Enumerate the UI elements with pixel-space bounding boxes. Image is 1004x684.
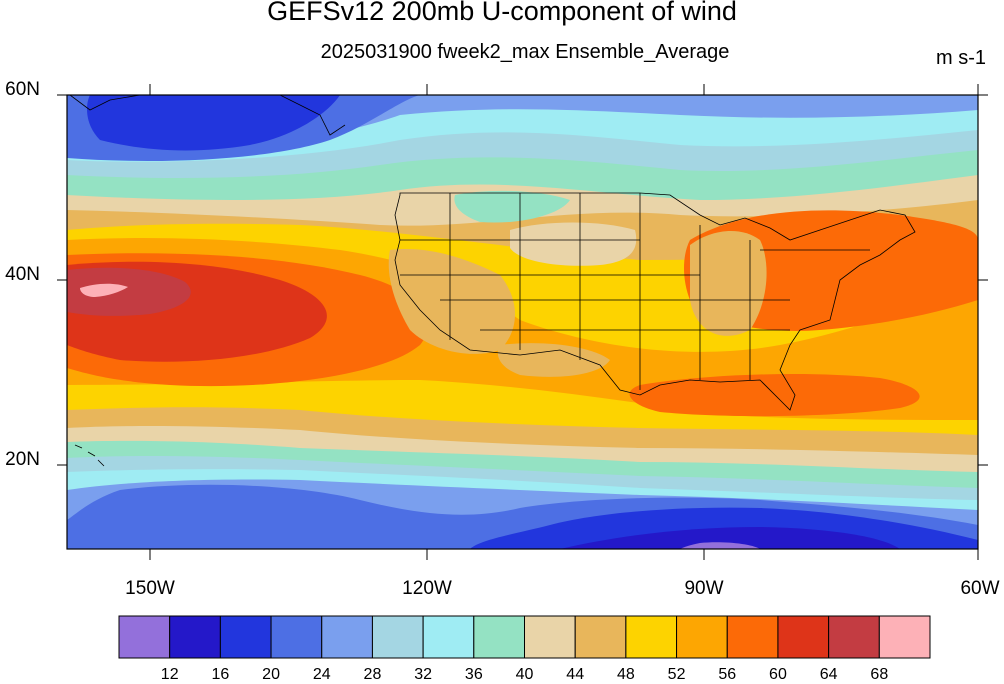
lon-label-120w: 120W bbox=[402, 578, 452, 599]
coastlines bbox=[69, 95, 916, 467]
colorbar-swatch bbox=[371, 615, 424, 659]
map-title: GEFSv12 200mb U-component of wind bbox=[267, 0, 737, 26]
colorbar-swatch bbox=[219, 615, 272, 659]
colorbar-tick-label: 28 bbox=[363, 666, 382, 683]
map-subtitle: 2025031900 fweek2_max Ensemble_Average bbox=[320, 41, 730, 63]
colorbar-tick-label: 68 bbox=[870, 666, 889, 683]
lat-label-60n: 60N bbox=[5, 79, 40, 100]
colorbar-tick-label: 40 bbox=[515, 666, 534, 683]
lon-label-60w: 60W bbox=[960, 578, 1000, 599]
lat-label-20n: 20N bbox=[5, 449, 40, 470]
colorbar-tick-label: 24 bbox=[312, 666, 331, 683]
colorbar-tick-label: 56 bbox=[718, 666, 737, 683]
colorbar-tick-label: 44 bbox=[566, 666, 585, 683]
colorbar-swatch bbox=[524, 615, 576, 659]
colorbar-tick-label: 32 bbox=[414, 666, 433, 683]
colorbar-tick-label: 16 bbox=[211, 666, 230, 683]
colorbar-swatch bbox=[473, 615, 525, 659]
colorbar-swatch bbox=[422, 615, 475, 659]
colorbar-swatch bbox=[270, 615, 323, 659]
colorbar-swatch bbox=[676, 615, 728, 659]
colorbar-swatch bbox=[169, 615, 221, 659]
colorbar-swatch bbox=[828, 615, 880, 659]
colorbar-tick-label: 20 bbox=[262, 666, 280, 683]
axis-ticks bbox=[57, 84, 988, 560]
colorbar-tick-label: 52 bbox=[667, 666, 686, 683]
colorbar-tick-label: 48 bbox=[616, 666, 635, 683]
colorbar-swatch bbox=[321, 615, 373, 659]
colorbar-tick-label: 64 bbox=[819, 666, 838, 683]
colorbar-swatch bbox=[777, 615, 830, 659]
colorbar-tick-label: 12 bbox=[160, 666, 179, 683]
lon-label-90w: 90W bbox=[684, 578, 724, 599]
colorbar-tick-label: 36 bbox=[464, 666, 483, 683]
lat-label-40n: 40N bbox=[5, 264, 40, 285]
colorbar-swatch bbox=[574, 615, 627, 659]
colorbar-swatch bbox=[118, 615, 171, 659]
colorbar-swatch bbox=[878, 615, 931, 659]
colorbar-swatch bbox=[625, 615, 678, 659]
map-frame bbox=[66, 94, 979, 550]
colorbar-tick-label: 60 bbox=[769, 666, 787, 683]
wind-field bbox=[67, 95, 978, 549]
lon-label-150w: 150W bbox=[125, 578, 175, 599]
colorbar-swatch bbox=[726, 615, 779, 659]
units-label: m s-1 bbox=[936, 47, 986, 69]
